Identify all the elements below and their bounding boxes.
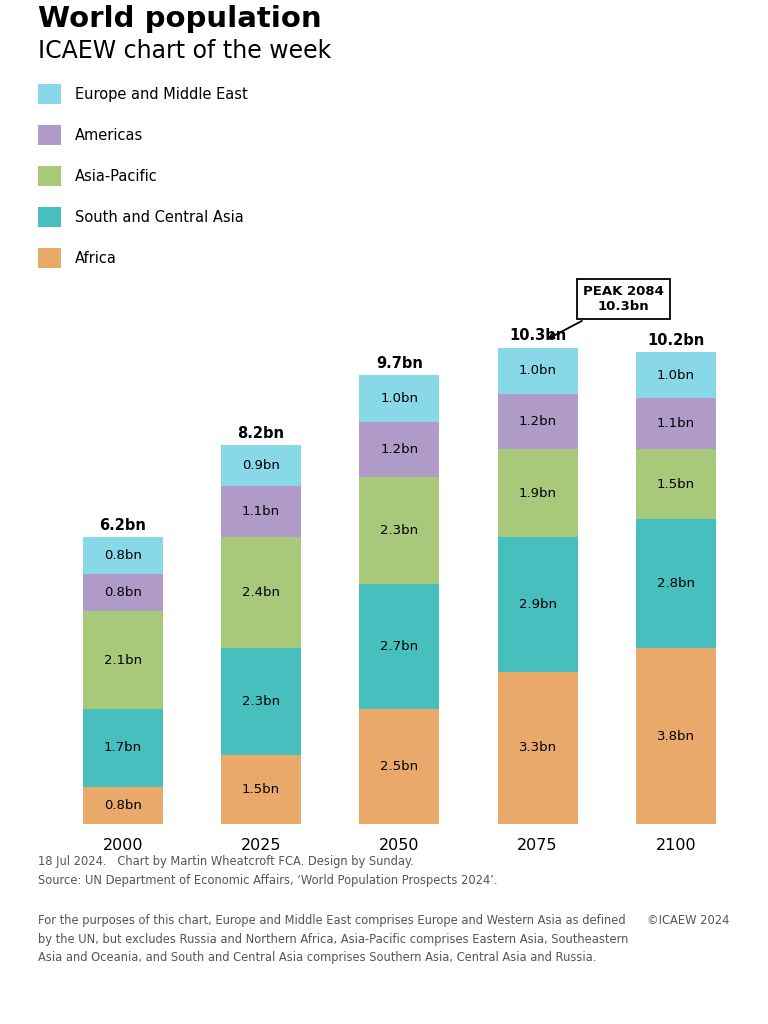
Text: 8.2bn: 8.2bn (237, 426, 285, 440)
Text: South and Central Asia: South and Central Asia (75, 210, 244, 224)
Text: 2.9bn: 2.9bn (518, 598, 557, 611)
Text: 1.5bn: 1.5bn (242, 783, 280, 796)
Bar (359, 422, 439, 477)
Bar (498, 538, 578, 672)
Text: PEAK 2084
10.3bn: PEAK 2084 10.3bn (549, 285, 664, 338)
Bar (359, 709, 439, 824)
Text: 1.0bn: 1.0bn (518, 365, 557, 377)
Text: 10.2bn: 10.2bn (647, 333, 704, 348)
Text: World population: World population (38, 5, 322, 33)
Bar (221, 486, 301, 538)
Bar (498, 450, 578, 538)
Bar (636, 352, 716, 398)
Bar (359, 376, 439, 422)
Text: 3.3bn: 3.3bn (518, 741, 557, 755)
Text: 1.2bn: 1.2bn (380, 443, 419, 456)
Bar (221, 648, 301, 755)
Text: Africa: Africa (75, 251, 118, 265)
Text: 10.3bn: 10.3bn (509, 329, 566, 343)
Text: ©ICAEW 2024: ©ICAEW 2024 (647, 914, 730, 928)
Bar (636, 648, 716, 824)
Text: 3.8bn: 3.8bn (657, 730, 695, 742)
Text: 2.3bn: 2.3bn (242, 695, 280, 709)
Text: 0.8bn: 0.8bn (104, 587, 142, 599)
Text: 2.4bn: 2.4bn (242, 587, 280, 599)
Bar (359, 477, 439, 584)
Bar (83, 787, 163, 824)
Text: For the purposes of this chart, Europe and Middle East comprises Europe and West: For the purposes of this chart, Europe a… (38, 914, 629, 965)
Text: 2.5bn: 2.5bn (380, 760, 419, 773)
Text: 2.3bn: 2.3bn (380, 524, 419, 537)
Text: 2.1bn: 2.1bn (104, 653, 142, 667)
Bar (221, 538, 301, 648)
Text: 0.8bn: 0.8bn (104, 800, 142, 812)
Bar (498, 347, 578, 394)
Text: 9.7bn: 9.7bn (376, 356, 423, 371)
Text: 0.9bn: 0.9bn (242, 459, 280, 472)
Bar (221, 444, 301, 486)
Bar (83, 611, 163, 709)
Text: ICAEW chart of the week: ICAEW chart of the week (38, 39, 332, 62)
Bar (636, 519, 716, 648)
Text: Americas: Americas (75, 128, 144, 142)
Bar (498, 394, 578, 450)
Text: 0.8bn: 0.8bn (104, 549, 142, 562)
Text: Europe and Middle East: Europe and Middle East (75, 87, 248, 101)
Bar (83, 574, 163, 611)
Bar (83, 709, 163, 787)
Text: 18 Jul 2024.   Chart by Martin Wheatcroft FCA. Design by Sunday.
Source: UN Depa: 18 Jul 2024. Chart by Martin Wheatcroft … (38, 855, 498, 887)
Text: 2.7bn: 2.7bn (380, 640, 419, 652)
Bar (221, 755, 301, 824)
Bar (359, 584, 439, 709)
Text: 2.8bn: 2.8bn (657, 578, 695, 590)
Text: 1.1bn: 1.1bn (657, 418, 695, 430)
Text: 1.0bn: 1.0bn (380, 392, 419, 406)
Text: 6.2bn: 6.2bn (99, 518, 147, 534)
Text: 1.9bn: 1.9bn (518, 486, 557, 500)
Bar (636, 398, 716, 450)
Text: 1.0bn: 1.0bn (657, 369, 695, 382)
Text: 1.7bn: 1.7bn (104, 741, 142, 755)
Text: Asia-Pacific: Asia-Pacific (75, 169, 158, 183)
Text: 1.1bn: 1.1bn (242, 506, 280, 518)
Bar (636, 450, 716, 519)
Text: 1.5bn: 1.5bn (657, 477, 695, 490)
Bar (83, 538, 163, 574)
Bar (498, 672, 578, 824)
Text: 1.2bn: 1.2bn (518, 415, 557, 428)
